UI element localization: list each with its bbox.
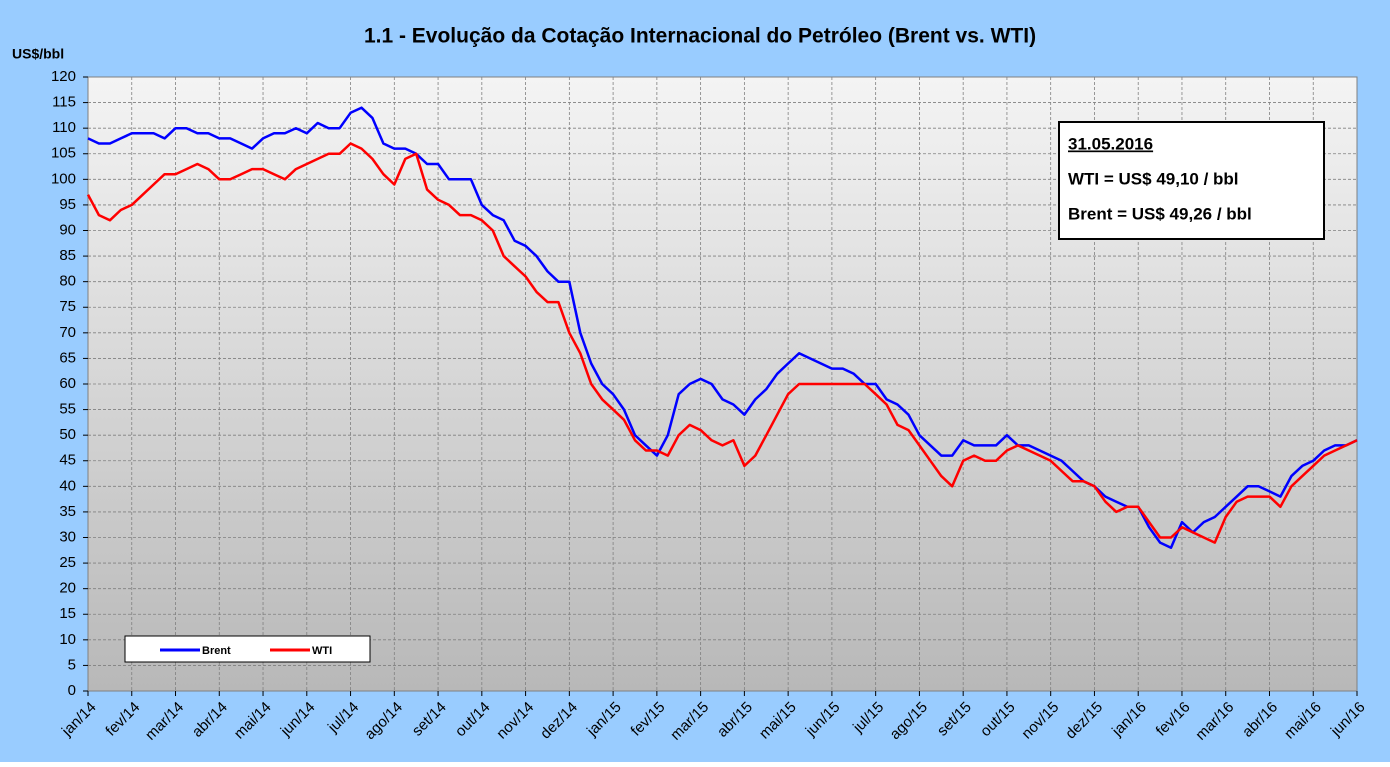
y-tick-label: 5	[68, 656, 76, 673]
annotation-box	[1058, 121, 1325, 240]
y-tick-label: 85	[59, 247, 76, 264]
y-tick-label: 40	[59, 477, 76, 494]
y-tick-label: 35	[59, 503, 76, 520]
annotation-date: 31.05.2016	[1068, 134, 1153, 153]
y-tick-label: 15	[59, 605, 76, 622]
y-tick-label: 50	[59, 426, 76, 443]
y-tick-label: 115	[52, 94, 76, 111]
annotation-text: WTI = US$ 49,10 / bbl	[1068, 169, 1239, 188]
y-tick-label: 20	[59, 580, 76, 597]
chart-title: 1.1 - Evolução da Cotação Internacional …	[364, 25, 1036, 48]
y-tick-label: 60	[59, 375, 76, 392]
legend-label: Brent	[202, 645, 231, 657]
y-tick-label: 0	[68, 682, 76, 699]
y-tick-label: 55	[59, 401, 76, 418]
y-tick-label: 70	[59, 324, 76, 341]
y-tick-label: 65	[59, 349, 76, 366]
y-tick-label: 80	[59, 273, 76, 290]
series-line	[86, 142, 1358, 544]
y-tick-label: 10	[59, 631, 76, 648]
y-tick-label: 120	[51, 68, 76, 85]
y-tick-label: 90	[59, 221, 76, 238]
y-tick-label: 110	[52, 119, 76, 136]
y-tick-label: 105	[51, 145, 76, 162]
y-tick-label: 30	[59, 528, 76, 545]
y-axis-label: US$/bbl	[12, 46, 64, 62]
y-tick-label: 95	[59, 196, 76, 213]
annotation-text: Brent = US$ 49,26 / bbl	[1068, 204, 1252, 223]
y-tick-label: 25	[59, 554, 76, 571]
legend-label: WTI	[312, 645, 332, 657]
y-tick-label: 75	[59, 298, 76, 315]
y-tick-label: 100	[51, 170, 76, 187]
y-tick-label: 45	[59, 452, 76, 469]
series-line	[87, 106, 1358, 549]
